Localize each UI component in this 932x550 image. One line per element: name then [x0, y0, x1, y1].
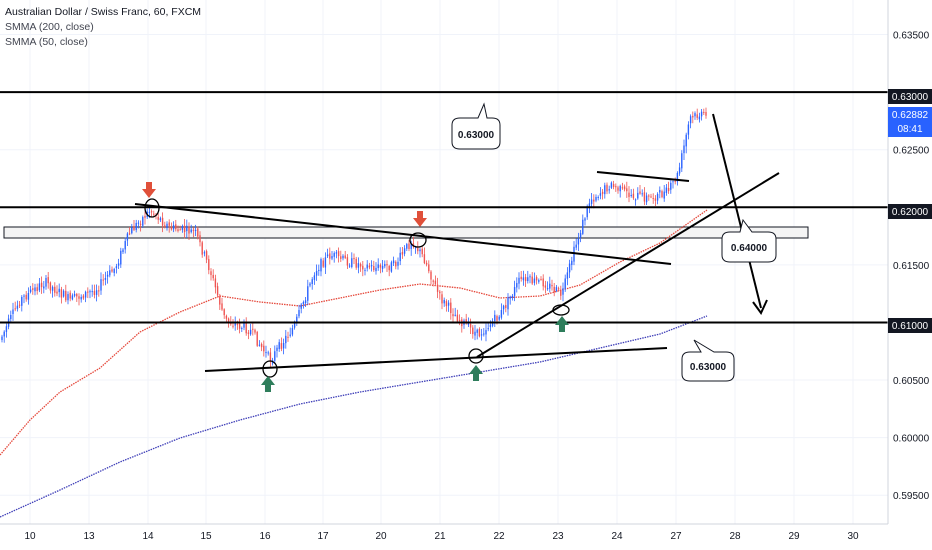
time-tick-label: 16: [259, 531, 271, 542]
flag-trendline[interactable]: [596, 171, 690, 182]
time-tick-label: 21: [434, 531, 446, 542]
price-tick-label: 0.61500: [893, 261, 930, 272]
smma-200-line: [0, 315, 708, 518]
time-tick-label: 20: [375, 531, 387, 542]
projection-arrow-head: [752, 299, 768, 315]
callout-0-label: 0.63000: [458, 130, 495, 141]
horizontal-levels[interactable]: [0, 91, 888, 324]
price-tick-label: 0.60000: [893, 434, 930, 445]
chart-legend: Australian Dollar / Swiss Franc, 60, FXC…: [5, 5, 201, 50]
time-ticks: 10 13 14 15 16 17 20 21 22 23 24 27 28 29 30: [24, 531, 859, 542]
time-axis[interactable]: 10 13 14 15 16 17 20 21 22 23 24 27 28 29 30: [0, 523, 888, 542]
touch-circle: [409, 232, 427, 248]
callout-1-label: 0.64000: [731, 243, 768, 254]
price-tick-label: 0.60500: [893, 376, 930, 387]
indicator-smma-50: SMMA (50, close): [5, 36, 88, 48]
time-tick-label: 22: [493, 531, 505, 542]
time-tick-label: 23: [552, 531, 564, 542]
level-label-61000: 0.61000: [888, 318, 932, 333]
support-trendline[interactable]: [204, 347, 668, 372]
trend-drawings[interactable]: [134, 113, 780, 378]
callouts[interactable]: 0.63000 0.64000 0.63000: [451, 102, 777, 382]
smma-50-line: [0, 209, 708, 456]
symbol-title: Australian Dollar / Swiss Franc, 60, FXC…: [5, 6, 202, 18]
time-tick-label: 17: [317, 531, 329, 542]
resistance-zone: [3, 226, 809, 239]
level-label-62000-text: 0.62000: [892, 207, 929, 218]
price-tick-label: 0.63500: [893, 31, 930, 42]
callout-0[interactable]: 0.63000: [451, 102, 501, 150]
smma-200-path: [0, 315, 708, 518]
time-tick-label: 28: [729, 531, 741, 542]
up-arrow-icon: [555, 316, 569, 332]
up-arrow-icon: [261, 376, 275, 392]
countdown-value: 08:41: [897, 124, 922, 135]
last-price-value: 0.62882: [892, 110, 929, 121]
smma-50-path: [0, 209, 708, 456]
indicator-smma-200: SMMA (200, close): [5, 21, 94, 33]
down-arrow-icon: [413, 211, 427, 227]
time-tick-label: 14: [142, 531, 154, 542]
callout-2[interactable]: 0.63000: [681, 339, 735, 382]
time-tick-label: 30: [847, 531, 859, 542]
callout-2-label: 0.63000: [690, 362, 727, 373]
callout-1[interactable]: 0.64000: [721, 218, 777, 263]
last-price-label: 0.62882 08:41: [888, 107, 932, 137]
projection-arrow-line[interactable]: [712, 113, 762, 309]
time-tick-label: 27: [670, 531, 682, 542]
touch-circle: [144, 198, 160, 218]
descending-trendline[interactable]: [134, 203, 672, 265]
time-tick-label: 29: [788, 531, 800, 542]
ascending-trendline[interactable]: [476, 172, 780, 358]
candles: [1, 107, 707, 368]
time-tick-label: 15: [200, 531, 212, 542]
time-tick-label: 24: [611, 531, 623, 542]
time-tick-label: 13: [83, 531, 95, 542]
price-tick-label: 0.62500: [893, 146, 930, 157]
time-tick-label: 10: [24, 531, 36, 542]
level-label-63000: 0.63000: [888, 89, 932, 104]
touch-circle: [468, 348, 484, 364]
signal-arrows: [142, 182, 569, 392]
up-arrow-icon: [469, 365, 483, 381]
touch-circle: [552, 304, 570, 316]
down-arrow-icon: [142, 182, 156, 198]
touch-circle: [262, 360, 278, 378]
level-label-63000-text: 0.63000: [892, 92, 929, 103]
price-tick-label: 0.59500: [893, 491, 930, 502]
level-label-61000-text: 0.61000: [892, 321, 929, 332]
level-label-62000: 0.62000: [888, 204, 932, 219]
price-axis[interactable]: 0.63500 0.63000 0.62500 0.62000 0.61500 0.610…: [887, 0, 932, 524]
